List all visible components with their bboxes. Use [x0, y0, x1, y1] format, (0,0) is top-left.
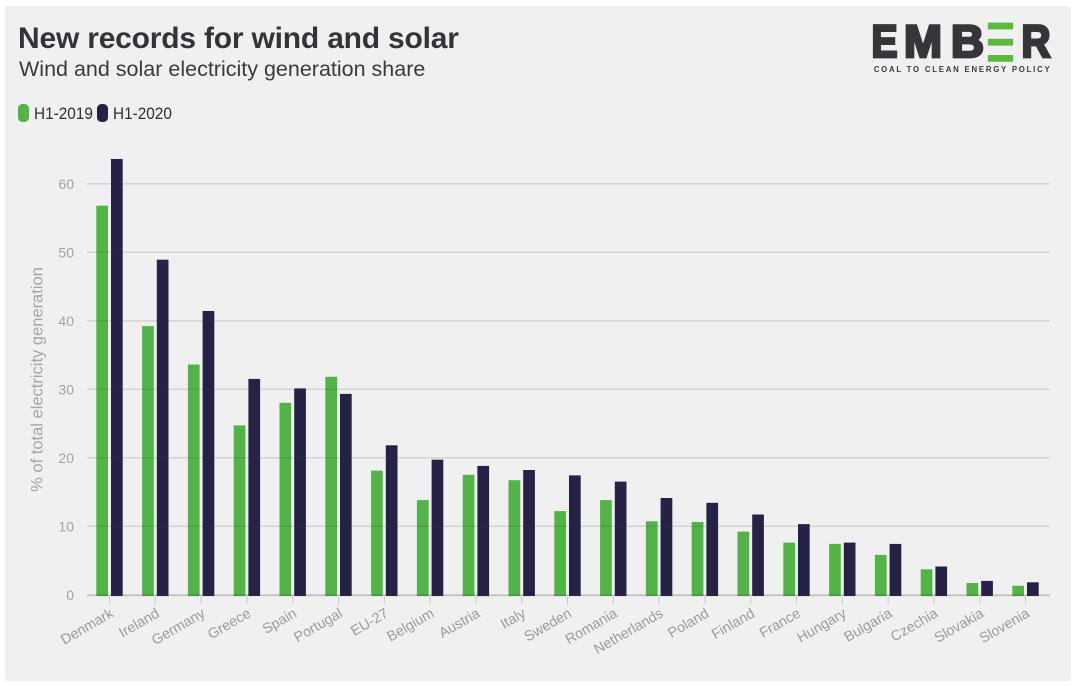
svg-text:Poland: Poland	[665, 606, 712, 642]
svg-text:20: 20	[58, 450, 74, 466]
svg-text:Bulgaria: Bulgaria	[842, 606, 895, 646]
svg-text:R: R	[1022, 16, 1051, 67]
svg-text:0: 0	[66, 587, 74, 603]
svg-text:Belgium: Belgium	[384, 606, 437, 646]
svg-text:40: 40	[58, 313, 74, 329]
svg-text:Austria: Austria	[436, 606, 483, 642]
svg-text:Czechia: Czechia	[888, 606, 941, 646]
svg-text:Germany: Germany	[149, 605, 209, 649]
svg-text:Slovakia: Slovakia	[932, 606, 987, 647]
svg-text:10: 10	[58, 518, 74, 534]
svg-text:60: 60	[58, 176, 74, 192]
svg-text:Hungary: Hungary	[794, 605, 850, 646]
svg-text:COAL TO CLEAN ENERGY POLICY: COAL TO CLEAN ENERGY POLICY	[874, 65, 1051, 74]
svg-text:EU-27: EU-27	[348, 606, 391, 640]
svg-text:Slovenia: Slovenia	[977, 606, 1033, 647]
svg-text:M: M	[904, 16, 942, 67]
svg-text:50: 50	[58, 244, 74, 260]
svg-text:30: 30	[58, 381, 74, 397]
svg-text:Italy: Italy	[498, 605, 529, 632]
svg-text:Finland: Finland	[709, 606, 758, 643]
svg-text:Denmark: Denmark	[58, 605, 117, 648]
svg-text:B: B	[951, 16, 984, 67]
svg-text:Portugal: Portugal	[291, 606, 345, 646]
svg-text:E: E	[872, 16, 898, 67]
svg-text:Greece: Greece	[205, 606, 254, 643]
